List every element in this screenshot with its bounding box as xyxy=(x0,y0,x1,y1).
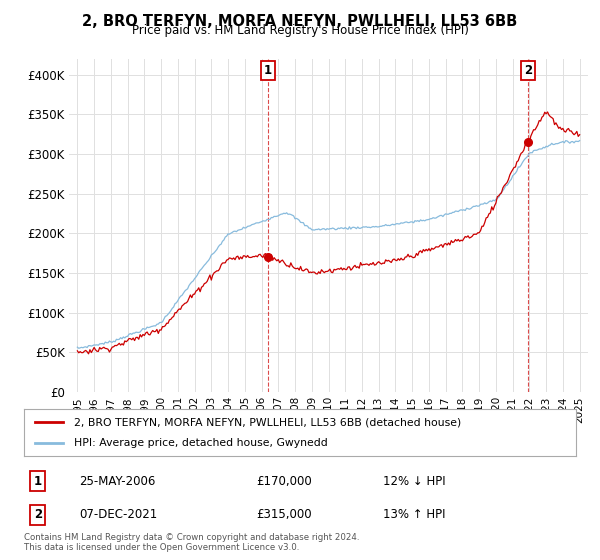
Text: Contains HM Land Registry data © Crown copyright and database right 2024.: Contains HM Land Registry data © Crown c… xyxy=(24,533,359,542)
Text: 2: 2 xyxy=(524,64,532,77)
Text: £170,000: £170,000 xyxy=(256,474,311,488)
Text: 07-DEC-2021: 07-DEC-2021 xyxy=(79,508,157,521)
Text: 13% ↑ HPI: 13% ↑ HPI xyxy=(383,508,445,521)
Text: 2, BRO TERFYN, MORFA NEFYN, PWLLHELI, LL53 6BB: 2, BRO TERFYN, MORFA NEFYN, PWLLHELI, LL… xyxy=(82,14,518,29)
Text: 25-MAY-2006: 25-MAY-2006 xyxy=(79,474,155,488)
Text: Price paid vs. HM Land Registry's House Price Index (HPI): Price paid vs. HM Land Registry's House … xyxy=(131,24,469,37)
Text: HPI: Average price, detached house, Gwynedd: HPI: Average price, detached house, Gwyn… xyxy=(74,438,328,448)
Text: 1: 1 xyxy=(34,474,42,488)
Text: 1: 1 xyxy=(264,64,272,77)
Text: 2, BRO TERFYN, MORFA NEFYN, PWLLHELI, LL53 6BB (detached house): 2, BRO TERFYN, MORFA NEFYN, PWLLHELI, LL… xyxy=(74,417,461,427)
Text: This data is licensed under the Open Government Licence v3.0.: This data is licensed under the Open Gov… xyxy=(24,543,299,552)
Text: £315,000: £315,000 xyxy=(256,508,311,521)
Text: 12% ↓ HPI: 12% ↓ HPI xyxy=(383,474,445,488)
Text: 2: 2 xyxy=(34,508,42,521)
